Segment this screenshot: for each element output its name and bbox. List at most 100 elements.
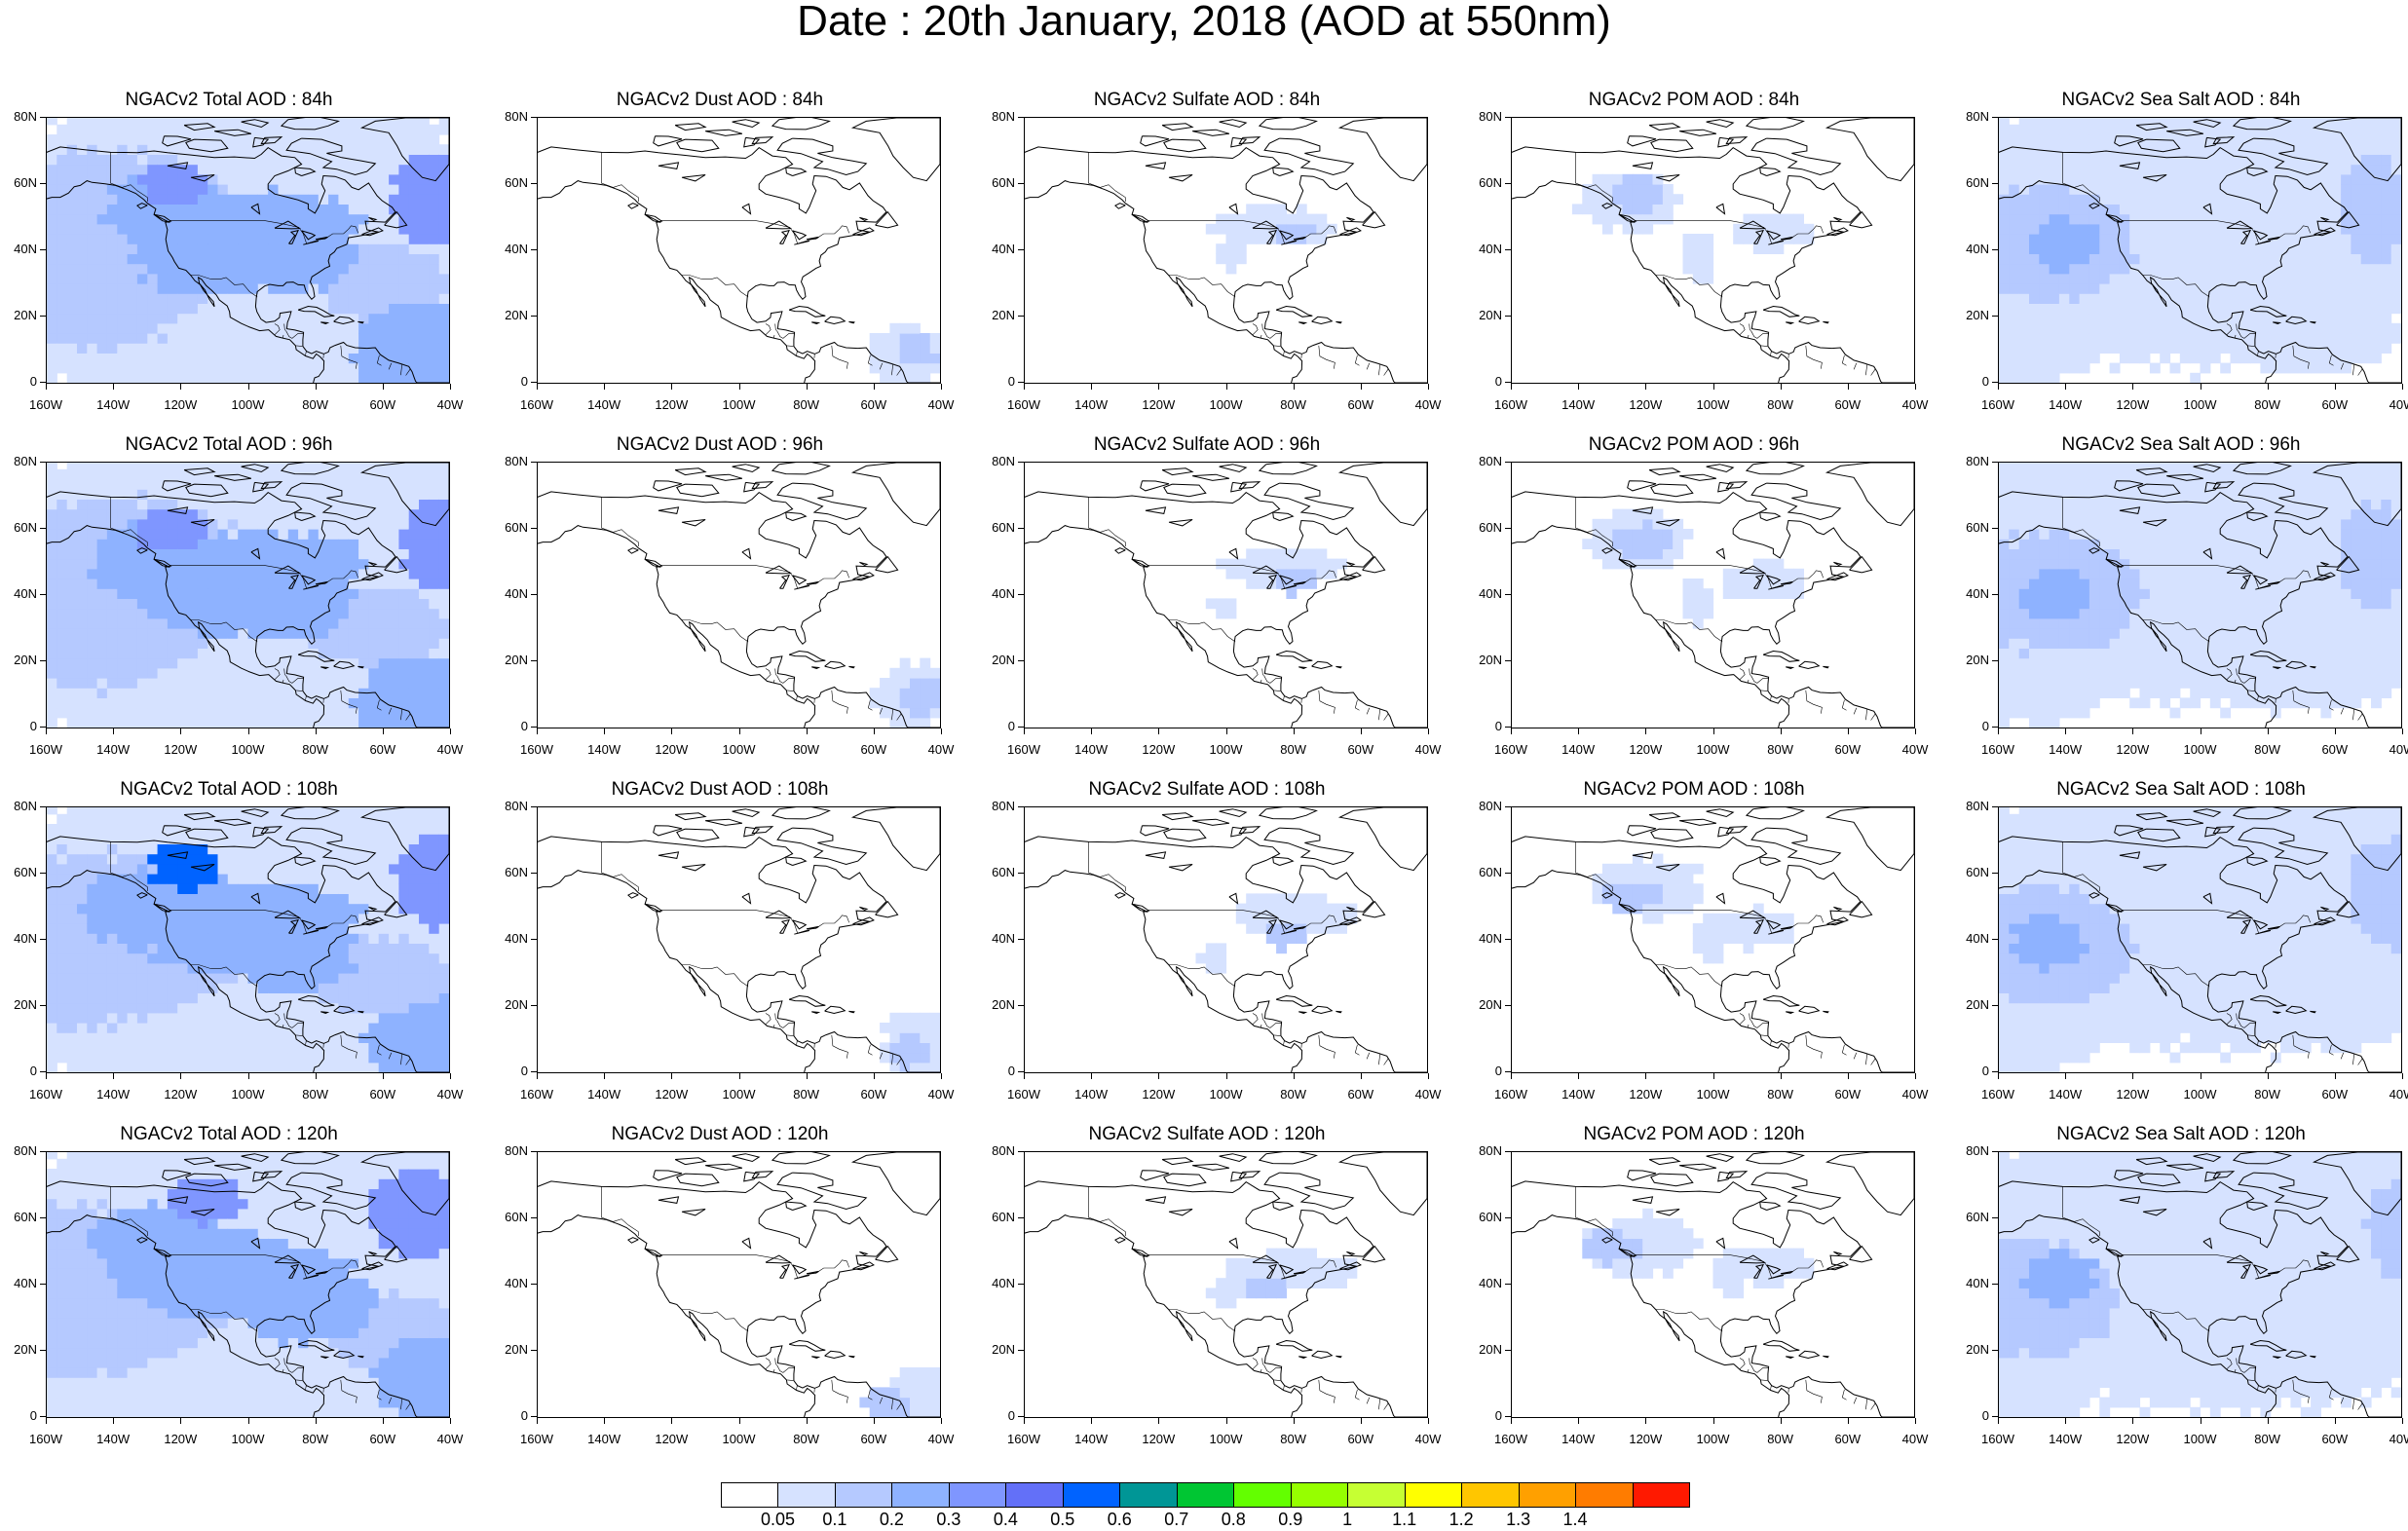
island [2135, 123, 2168, 131]
page-title: Date : 20th January, 2018 (AOD at 550nm) [797, 0, 1611, 45]
country-border [681, 1309, 749, 1332]
island [1650, 138, 1694, 153]
island [776, 482, 868, 521]
x-tick [1780, 384, 1782, 390]
x-tick [2065, 728, 2067, 734]
island [751, 826, 774, 835]
x-tick-label: 140W [1561, 742, 1596, 757]
y-tick-label: 60N [1479, 520, 1502, 535]
island [2193, 808, 2222, 818]
x-tick [1091, 728, 1093, 734]
coastlines [1512, 463, 1914, 728]
country-border [787, 1034, 794, 1036]
island [771, 1152, 831, 1165]
island [627, 892, 639, 899]
island [1750, 137, 1842, 176]
x-tick [450, 1418, 451, 1424]
x-tick [1360, 1418, 1362, 1424]
country-border [283, 668, 285, 676]
island [1849, 210, 1873, 229]
x-tick-label: 140W [96, 1432, 131, 1446]
island [743, 136, 761, 148]
island [1786, 1356, 1795, 1360]
island [1601, 892, 1613, 899]
island [1745, 118, 1805, 131]
island [320, 1356, 330, 1360]
y-tick-label: 20N [505, 653, 528, 667]
island [1131, 213, 1148, 223]
island [1336, 1010, 1342, 1014]
country-border [867, 355, 873, 366]
island [1191, 1163, 1230, 1171]
colorbar-swatch [1233, 1482, 1292, 1508]
island [2137, 1173, 2181, 1187]
lake [1655, 864, 1680, 872]
country-border [1750, 1020, 1769, 1028]
island [2285, 660, 2308, 670]
country-border [1148, 220, 1336, 244]
island [1298, 666, 1308, 670]
island [280, 463, 340, 475]
x-tick-label: 120W [1629, 1087, 1663, 1102]
x-tick-label: 100W [1696, 742, 1730, 757]
x-tick-label: 140W [1074, 742, 1109, 757]
y-tick [40, 528, 46, 529]
island [2336, 555, 2360, 574]
island [2273, 321, 2282, 325]
lake [681, 1209, 706, 1216]
x-tick-label: 40W [436, 1432, 464, 1446]
y-tick-label: 80N [992, 109, 1015, 124]
island [653, 480, 683, 492]
island [776, 1172, 868, 1211]
y-tick-label: 20N [1966, 1342, 1989, 1357]
lake [1266, 574, 1277, 589]
y-tick [1992, 1071, 1998, 1072]
map-frame [537, 462, 941, 728]
x-tick-label: 120W [1629, 397, 1663, 412]
x-tick [1578, 728, 1580, 734]
x-tick-label: 100W [1696, 397, 1730, 412]
coastlines [1025, 118, 1427, 383]
lake [792, 230, 808, 241]
y-tick [1018, 183, 1024, 184]
island [732, 464, 761, 473]
x-tick [1428, 728, 1429, 734]
aod-field [1205, 204, 1337, 275]
x-tick-label: 40W [927, 742, 955, 757]
island [2212, 481, 2236, 490]
y-tick [1018, 1151, 1024, 1152]
y-tick [1992, 1416, 1998, 1417]
coastlines [538, 463, 940, 728]
island [280, 807, 340, 820]
island [674, 467, 707, 476]
y-tick-label: 0 [1007, 374, 1015, 389]
country-border [2122, 1254, 2311, 1279]
map-canvas [538, 807, 940, 1072]
country-border [388, 362, 393, 370]
island [1219, 1153, 1248, 1163]
map-canvas [47, 807, 449, 1072]
island [859, 1251, 869, 1255]
island [1339, 227, 1362, 237]
x-tick [1578, 1073, 1580, 1079]
country-border [2357, 713, 2363, 721]
lake [1145, 162, 1167, 169]
country-border [773, 679, 775, 684]
y-tick-label: 60N [1966, 865, 1989, 879]
x-tick-label: 40W [927, 1087, 955, 1102]
aod-field [1571, 173, 1815, 284]
island [644, 558, 661, 568]
country-border [896, 368, 902, 376]
east-coastline [1999, 491, 2401, 728]
country-border [2238, 1020, 2256, 1028]
map-panel-sulfate-120h: NGACv2 Sulfate AOD : 120h 80N 60N 40N 20N 0 16… [978, 1122, 1441, 1463]
map-canvas [538, 118, 940, 383]
lake [658, 162, 680, 169]
country-border [1575, 1186, 1613, 1236]
island [850, 807, 940, 872]
island [320, 666, 330, 670]
y-tick-label: 0 [1494, 1064, 1502, 1078]
island [1339, 1261, 1362, 1271]
colorbar-label: 0.6 [1107, 1510, 1132, 1529]
country-border [1805, 1379, 1823, 1403]
